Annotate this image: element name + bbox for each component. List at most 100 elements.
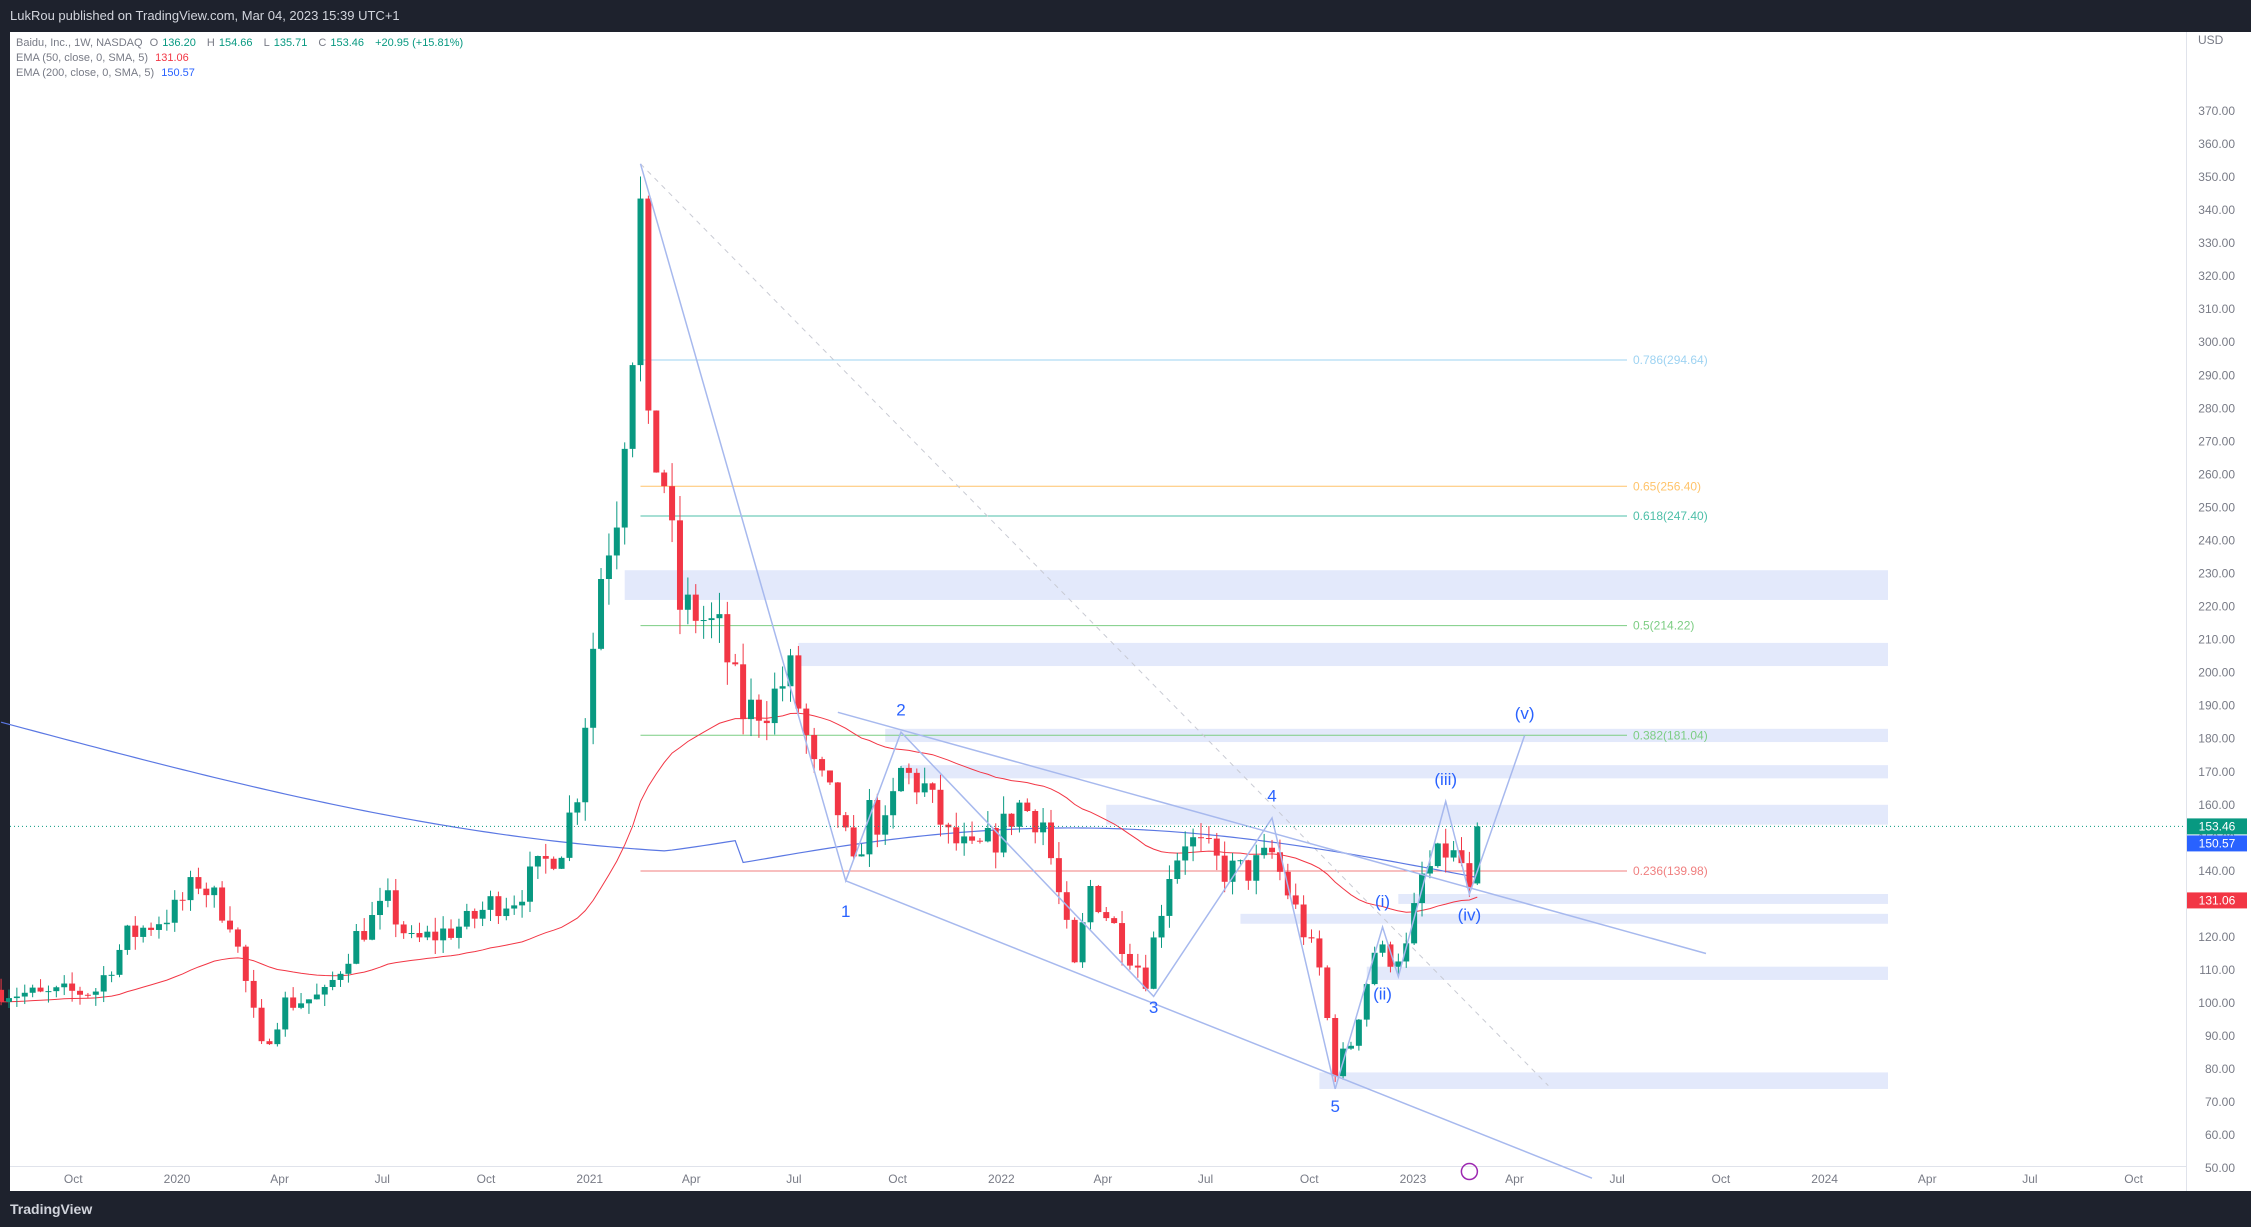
candle-body-24 [187, 877, 194, 901]
candle-body-142 [1119, 923, 1126, 954]
candle-body-70 [550, 858, 557, 869]
candle-body-120 [945, 824, 952, 828]
wave-label-3: 4 [1267, 786, 1276, 805]
candle-body-150 [1182, 846, 1189, 861]
candle-body-144 [1134, 965, 1141, 968]
x-tick-9: 2022 [988, 1172, 1015, 1186]
ema200-row[interactable]: EMA (200, close, 0, SMA, 5) 150.57 [16, 66, 467, 81]
x-tick-19: Jul [2022, 1172, 2037, 1186]
candle-body-78 [613, 527, 620, 556]
candle-body-64 [503, 908, 510, 917]
candle-body-10 [77, 990, 84, 995]
ema200-line [0, 721, 1478, 879]
chart-legend: Baidu, Inc., 1W, NASDAQ O 136.20 H 154.66 … [16, 36, 467, 81]
candle-body-83 [653, 410, 660, 473]
candle-body-132 [1040, 822, 1047, 833]
candle-body-71 [558, 857, 565, 869]
currency-label: USD [2198, 33, 2224, 47]
candle-body-133 [1047, 822, 1054, 859]
ema50-label: EMA (50, close, 0, SMA, 5) [16, 52, 149, 64]
candle-body-37 [290, 997, 297, 1008]
candle-body-19 [148, 927, 155, 930]
candle-body-11 [84, 994, 91, 996]
symbol-name: Baidu, Inc., 1W, NASDAQ [16, 37, 143, 49]
candle-body-138 [1087, 886, 1094, 923]
wave-label-0: 1 [841, 902, 850, 921]
ema50-row[interactable]: EMA (50, close, 0, SMA, 5) 131.06 [16, 51, 467, 66]
candle-body-26 [203, 888, 210, 896]
sr-zone-7 [1366, 966, 1888, 980]
x-tick-17: 2024 [1811, 1172, 1838, 1186]
candle-body-0 [0, 989, 5, 1002]
y-tick-12: 170.00 [2198, 765, 2235, 779]
candle-body-114 [898, 767, 905, 792]
price-scale[interactable] [2186, 32, 2251, 1191]
sr-zone-1 [798, 642, 1888, 667]
candle-body-2 [13, 996, 20, 999]
candle-body-47 [369, 915, 376, 940]
x-tick-1: 2020 [164, 1172, 191, 1186]
candle-body-107 [842, 815, 849, 828]
candle-body-3 [21, 992, 28, 997]
candle-body-42 [329, 979, 336, 987]
candle-body-173 [1363, 984, 1370, 1020]
candle-body-145 [1142, 967, 1149, 989]
x-tick-14: Apr [1505, 1172, 1524, 1186]
candle-body-178 [1403, 943, 1410, 962]
candle-body-21 [163, 922, 170, 925]
candle-body-7 [53, 987, 60, 992]
candle-body-125 [984, 827, 991, 842]
candle-body-33 [258, 1007, 265, 1042]
time-axis[interactable] [10, 1166, 2186, 1192]
x-tick-6: Apr [682, 1172, 701, 1186]
candle-body-44 [345, 963, 352, 974]
y-tick-25: 300.00 [2198, 335, 2235, 349]
candle-body-97 [763, 720, 770, 724]
candle-body-172 [1355, 1019, 1362, 1046]
candle-body-57 [448, 928, 455, 938]
x-tick-13: 2023 [1400, 1172, 1427, 1186]
sr-zone-6 [1240, 913, 1888, 924]
candle-body-129 [1016, 802, 1023, 827]
candle-body-116 [913, 772, 920, 793]
candle-body-98 [771, 688, 778, 724]
candle-body-66 [519, 901, 526, 906]
wave-label-1: 2 [896, 701, 905, 720]
candle-body-93 [732, 662, 739, 665]
x-tick-10: Apr [1094, 1172, 1113, 1186]
candle-body-77 [605, 555, 612, 580]
candle-body-86 [676, 520, 683, 610]
candle-body-102 [803, 708, 810, 736]
candle-body-148 [1166, 879, 1173, 916]
candle-body-121 [953, 827, 960, 844]
candle-body-101 [795, 655, 802, 709]
candle-body-94 [740, 664, 747, 720]
sr-zone-8 [1319, 1072, 1888, 1089]
y-tick-19: 240.00 [2198, 533, 2235, 547]
y-tick-30: 350.00 [2198, 170, 2235, 184]
candle-body-159 [1253, 855, 1260, 881]
candle-body-40 [313, 994, 320, 1000]
price-tag-bg-0 [2187, 818, 2247, 835]
x-tick-12: Oct [1300, 1172, 1319, 1186]
candle-body-61 [479, 909, 486, 919]
fib-label-2: 0.618(247.40) [1633, 509, 1708, 523]
candle-body-181 [1426, 866, 1433, 874]
candle-body-76 [598, 579, 605, 649]
candle-body-105 [826, 770, 833, 783]
candle-body-55 [432, 931, 439, 941]
close-value: C 153.46 [318, 37, 365, 49]
price-tag-1: 150.57 [2199, 836, 2236, 850]
candle-body-153 [1205, 838, 1212, 840]
candle-body-25 [195, 877, 202, 889]
y-tick-21: 260.00 [2198, 467, 2235, 481]
candle-body-160 [1261, 847, 1268, 856]
earnings-marker-icon [1460, 1162, 1479, 1181]
chart-area[interactable] [10, 32, 2186, 1191]
candle-body-62 [487, 896, 494, 910]
candle-body-185 [1458, 850, 1465, 864]
candle-body-69 [542, 856, 549, 859]
wave-path-sub [1334, 735, 1526, 1090]
ema200-label: EMA (200, close, 0, SMA, 5) [16, 67, 155, 79]
